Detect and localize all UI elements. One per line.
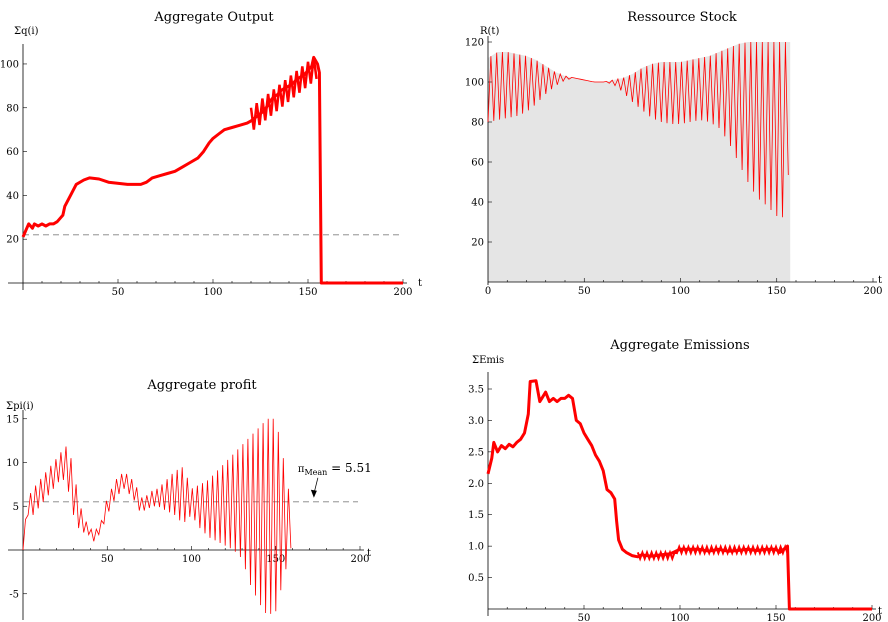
chart-title: Ressource Stock xyxy=(627,10,737,25)
y-tick-label: 2.0 xyxy=(468,479,484,490)
x-tick-label: 150 xyxy=(298,287,317,298)
annotation-label: πMean = 5.51 xyxy=(298,461,372,477)
x-tick-label: 0 xyxy=(485,286,491,297)
y-tick-label: 40 xyxy=(6,191,19,202)
y-tick-label: 3.5 xyxy=(468,385,484,396)
y-axis-label: Σq(i) xyxy=(14,26,39,37)
x-axis-label: t xyxy=(878,606,882,617)
y-tick-label: 20 xyxy=(471,238,484,249)
y-tick-label: 80 xyxy=(6,103,19,114)
y-tick-label: 20 xyxy=(6,235,19,246)
y-tick-label: 120 xyxy=(465,38,484,49)
series-line xyxy=(21,55,403,285)
area-fill xyxy=(488,42,791,282)
series-line xyxy=(487,41,789,218)
x-tick-label: 50 xyxy=(101,554,114,565)
y-tick-label: 100 xyxy=(465,78,484,89)
y-tick-label: 60 xyxy=(471,158,484,169)
chart-title: Aggregate profit xyxy=(146,378,257,393)
y-tick-label: 100 xyxy=(0,59,19,70)
y-tick-label: -5 xyxy=(9,589,19,600)
annotation-arrowhead xyxy=(310,489,317,498)
x-tick-label: 150 xyxy=(766,613,785,622)
y-tick-label: 1.0 xyxy=(468,542,484,553)
y-tick-label: 60 xyxy=(6,147,19,158)
y-tick-label: 80 xyxy=(471,118,484,129)
x-tick-label: 100 xyxy=(670,613,689,622)
y-tick-label: 0.5 xyxy=(468,573,484,584)
y-tick-label: 15 xyxy=(6,414,19,425)
x-axis-label: t xyxy=(367,548,371,559)
aggregate-emissions-chart: Aggregate Emissions ΣEmis t 50 100 150 200 0… xyxy=(468,338,882,622)
chart-title: Aggregate Emissions xyxy=(609,338,749,353)
x-axis-label: t xyxy=(418,278,422,289)
x-tick-label: 100 xyxy=(203,287,222,298)
y-axis-label: ΣEmis xyxy=(472,355,504,366)
x-tick-label: 200 xyxy=(863,286,882,297)
y-tick-label: 3.0 xyxy=(468,416,484,427)
x-tick-label: 100 xyxy=(671,286,690,297)
x-tick-label: 200 xyxy=(393,287,412,298)
x-tick-label: 100 xyxy=(182,554,201,565)
x-tick-label: 50 xyxy=(112,287,125,298)
aggregate-profit-chart: Aggregate profit Σpi(i) t 50 100 150 200 -5 5… xyxy=(6,378,372,620)
x-axis-label: t xyxy=(878,275,882,286)
resource-stock-chart: Ressource Stock R(t) t 0 50 100 150 200 20 40 6… xyxy=(465,10,883,297)
x-tick-label: 150 xyxy=(266,554,285,565)
x-tick-label: 50 xyxy=(578,286,591,297)
series-jitter xyxy=(249,56,318,130)
y-tick-label: 40 xyxy=(471,198,484,209)
y-tick-label: 2.5 xyxy=(468,447,484,458)
y-tick-label: 1.5 xyxy=(468,510,484,521)
x-tick-label: 150 xyxy=(767,286,786,297)
y-tick-label: 5 xyxy=(13,502,19,513)
chart-title: Aggregate Output xyxy=(153,10,274,25)
series-line xyxy=(22,418,292,614)
y-tick-label: 10 xyxy=(6,458,19,469)
y-axis-label: Σpi(i) xyxy=(6,401,34,412)
y-axis-label: R(t) xyxy=(480,26,499,37)
series-jitter xyxy=(636,543,789,562)
x-tick-label: 200 xyxy=(350,554,369,565)
x-tick-label: 50 xyxy=(578,613,591,622)
aggregate-output-chart: Aggregate Output Σq(i) t 50 100 150 200 20 40… xyxy=(0,10,422,298)
x-tick-label: 200 xyxy=(862,613,881,622)
series-line xyxy=(486,379,872,611)
